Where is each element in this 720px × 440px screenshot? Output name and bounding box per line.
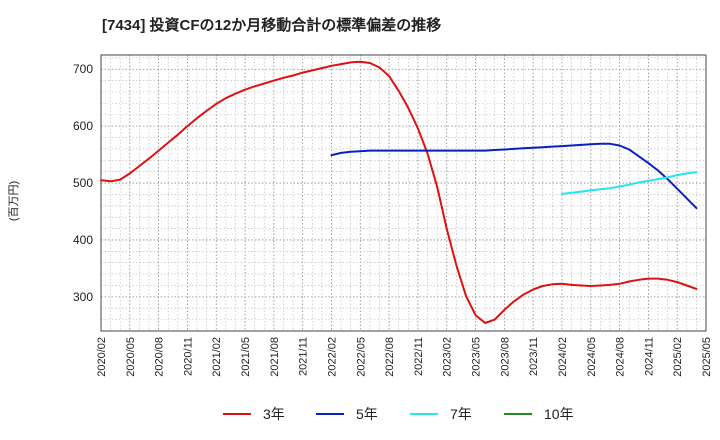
x-tick-label: 2023/11	[528, 337, 540, 376]
legend-label-0: 3年	[263, 406, 285, 422]
y-tick-label: 300	[73, 290, 93, 304]
x-tick-label: 2021/02	[211, 337, 223, 377]
y-axis-label: (百万円)	[8, 181, 20, 221]
y-tick-label: 500	[73, 176, 93, 190]
y-tick-label: 700	[73, 62, 93, 76]
plot-frame	[100, 54, 707, 332]
x-tick-label: 2024/02	[557, 337, 569, 377]
chart-title: [7434] 投資CFの12か月移動合計の標準偏差の推移	[102, 16, 441, 34]
legend: 3年 5年 7年 10年	[223, 406, 574, 422]
series-line-2	[561, 171, 698, 195]
series-line-0	[100, 60, 698, 324]
legend-label-3: 10年	[544, 406, 574, 422]
legend-label-1: 5年	[356, 406, 378, 422]
legend-label-2: 7年	[450, 406, 472, 422]
x-tick-label: 2023/02	[442, 337, 454, 377]
x-tick-label: 2025/02	[672, 337, 684, 377]
x-tick-label: 2022/02	[326, 337, 338, 377]
x-tick-label: 2025/05	[701, 337, 713, 377]
x-tick-label: 2021/08	[269, 337, 281, 377]
x-tick-label: 2022/11	[413, 337, 425, 376]
x-tick-label: 2020/05	[125, 337, 137, 377]
plot-area: 300 400 500 600 700 2020/02 2020/05 2020/08 2020…	[73, 54, 713, 377]
x-tick-label: 2021/05	[240, 337, 252, 377]
x-tick-label: 2024/11	[643, 337, 655, 376]
x-tick-label: 2020/11	[182, 337, 194, 376]
y-tick-label: 400	[73, 233, 93, 247]
x-tick-label: 2020/08	[154, 337, 166, 377]
x-tick-label: 2022/05	[355, 337, 367, 377]
x-tick-label: 2023/08	[499, 337, 511, 377]
series-line-1	[330, 142, 698, 210]
y-tick-label: 600	[73, 119, 93, 133]
x-tick-label: 2023/05	[471, 337, 483, 377]
x-tick-label: 2022/08	[384, 337, 396, 377]
x-tick-label: 2024/08	[615, 337, 627, 377]
x-tick-label: 2024/05	[586, 337, 598, 377]
x-tick-label: 2020/02	[96, 337, 108, 377]
x-tick-label: 2021/11	[298, 337, 310, 376]
